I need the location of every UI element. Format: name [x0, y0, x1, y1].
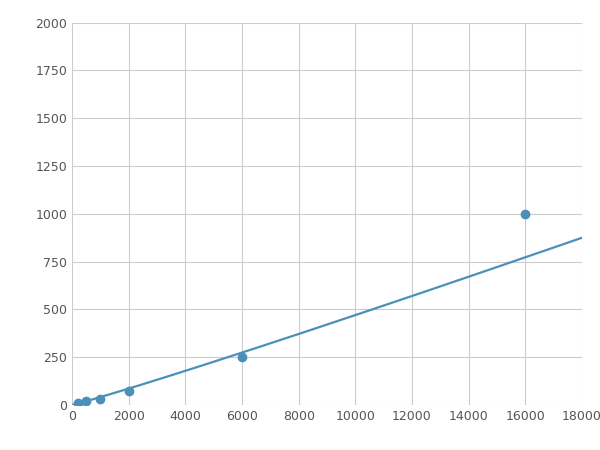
- Point: [82, 398, 91, 405]
- Point: [73, 400, 82, 407]
- Point: [95, 396, 105, 403]
- Point: [521, 210, 530, 217]
- Point: [237, 354, 247, 361]
- Point: [124, 387, 133, 394]
